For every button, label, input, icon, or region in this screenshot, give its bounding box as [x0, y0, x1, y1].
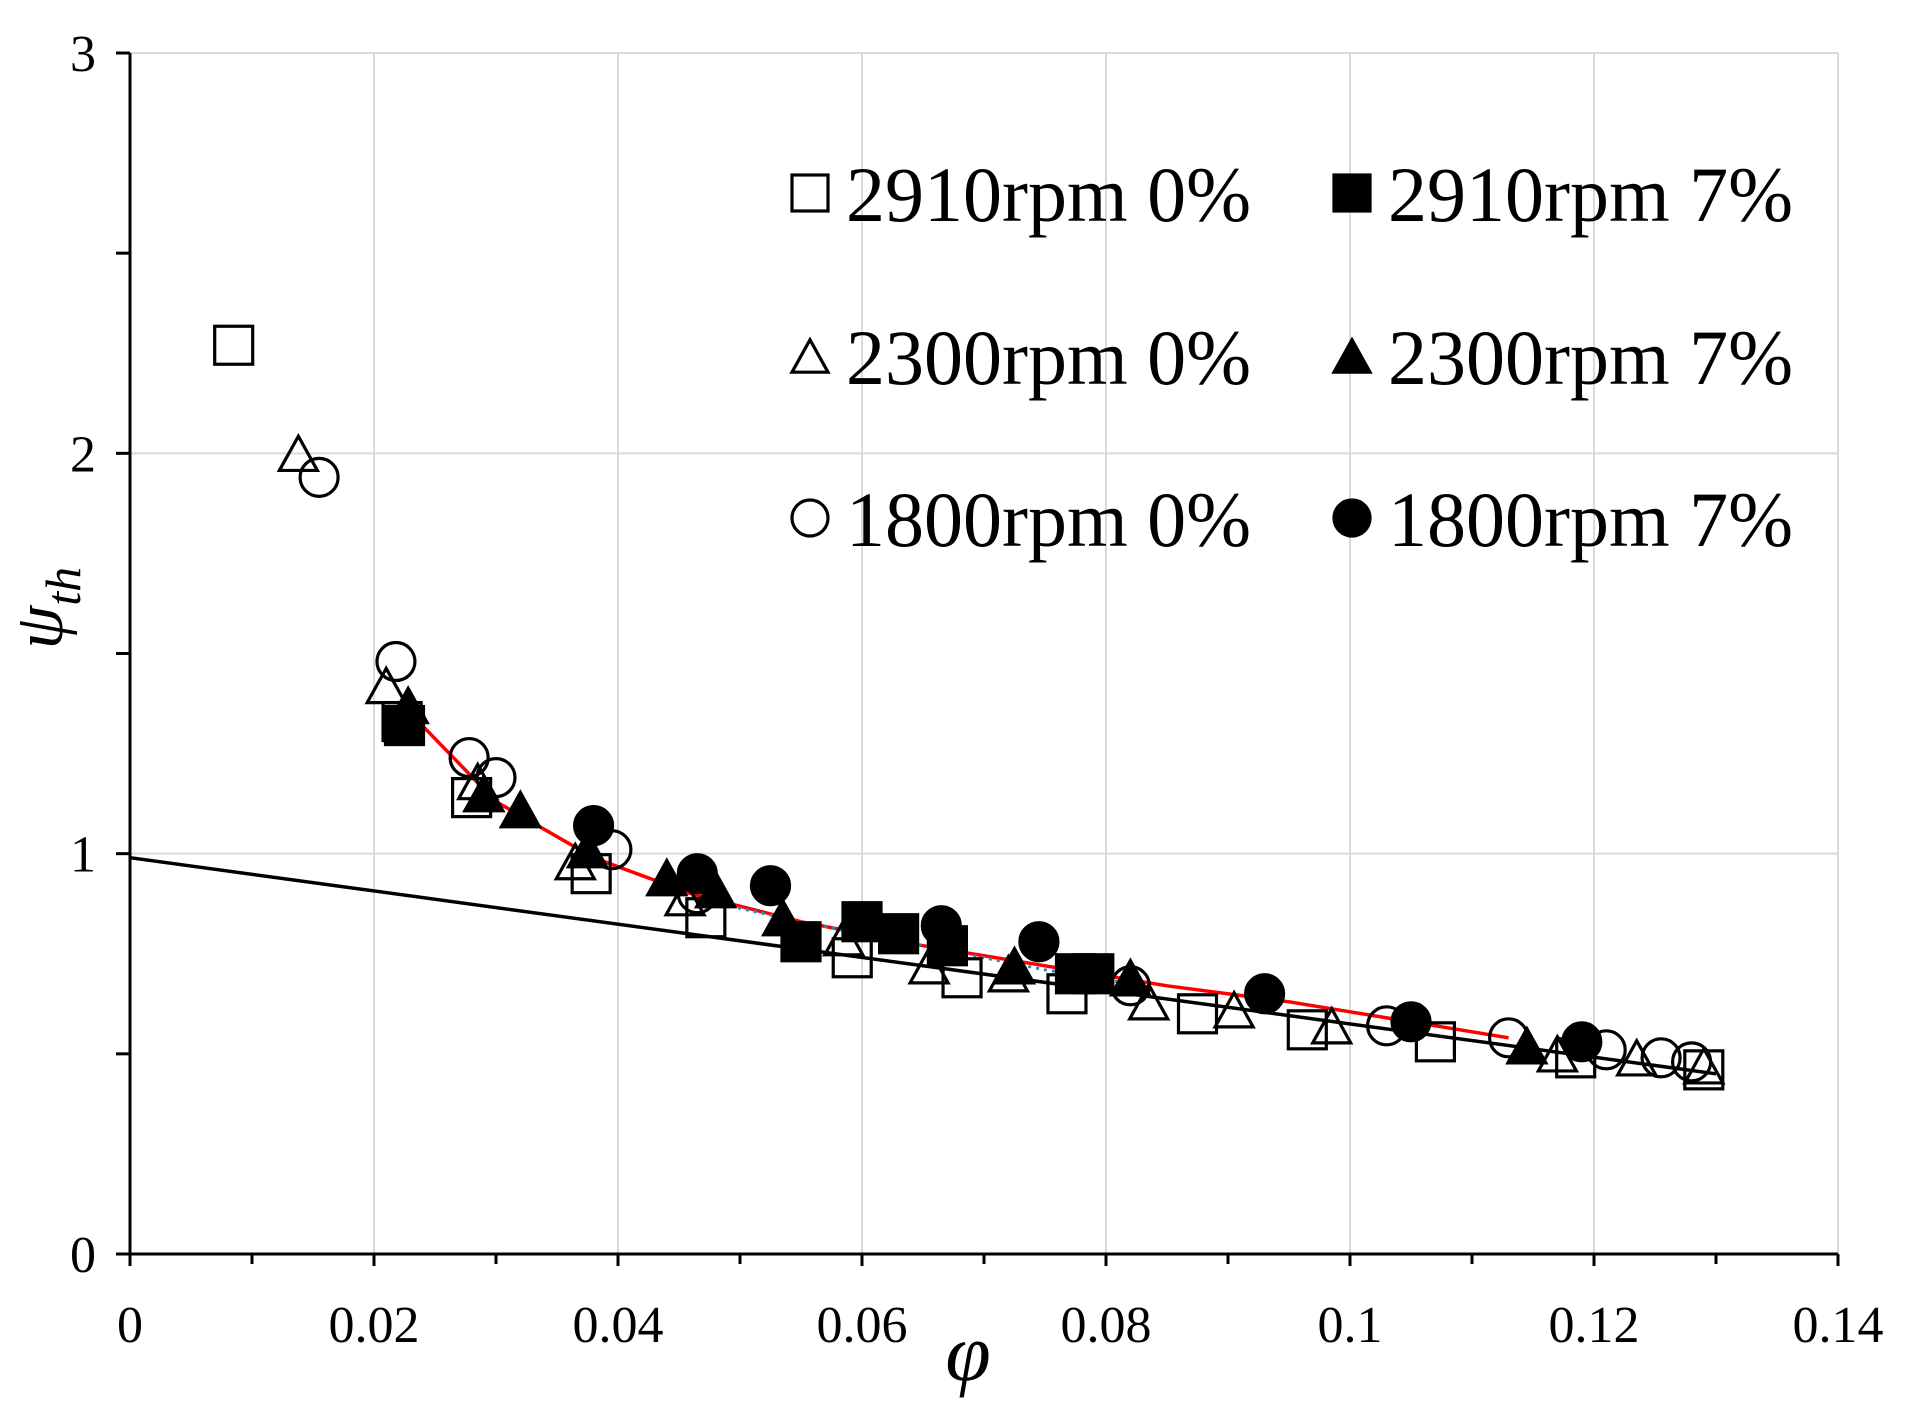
data-point-circle-open: [1670, 1041, 1713, 1083]
data-point-triangle-open: [1682, 1045, 1726, 1085]
data-point-square-filled: [1073, 953, 1115, 995]
data-points: [213, 324, 1726, 1091]
legend-marker-circle-open: [790, 498, 830, 538]
legend-marker-square-open: [790, 173, 830, 213]
data-point-square-open: [1286, 1009, 1328, 1051]
grid: [130, 52, 1839, 1254]
data-point-triangle-open: [364, 665, 408, 705]
data-point-square-filled: [877, 913, 920, 955]
data-point-triangle-filled: [386, 685, 430, 725]
data-point-triangle-open: [276, 432, 321, 473]
red-curve-line: [409, 712, 1509, 1040]
x-tick-label: 0.1: [1318, 1297, 1383, 1354]
data-point-circle-filled: [1243, 973, 1286, 1015]
legend-label: 2300rpm 0%: [846, 314, 1251, 401]
legend-label: 1800rpm 7%: [1388, 476, 1793, 563]
legend-label: 2910rpm 0%: [846, 151, 1251, 238]
data-point-triangle-open: [663, 877, 707, 917]
data-point-circle-filled: [920, 905, 962, 947]
data-point-circle-filled: [1018, 921, 1060, 963]
data-point-circle-open: [1640, 1037, 1682, 1079]
data-point-circle-filled: [1390, 1001, 1432, 1043]
data-point-triangle-filled: [992, 945, 1037, 985]
y-tick-label: 1: [70, 827, 96, 884]
data-point-triangle-open: [821, 917, 866, 957]
legend-marker-square-filled: [1332, 173, 1372, 213]
legend-marker-circle-filled: [1332, 498, 1372, 538]
axis-titles: φ ψth: [1, 567, 991, 1398]
data-point-square-filled: [841, 901, 883, 943]
tick-labels: 0 0.02 0.04 0.06 0.08 0.1 0.12 0.14 0 1 2 3: [70, 26, 1884, 1354]
data-point-circle-filled: [1561, 1021, 1603, 1063]
data-point-circle-open: [375, 640, 417, 683]
data-point-triangle-open: [1309, 1005, 1354, 1045]
legend-label: 2910rpm 7%: [1388, 151, 1793, 238]
legend-marker-triangle-open: [789, 336, 831, 374]
data-point-square-open: [1414, 1021, 1457, 1063]
legend-label: 1800rpm 0%: [846, 476, 1251, 563]
data-point-circle-open: [1487, 1017, 1530, 1059]
x-tick-label: 0.04: [573, 1297, 664, 1354]
y-axis-title-main: ψ: [1, 604, 78, 649]
x-tick-label: 0.02: [329, 1297, 420, 1354]
data-point-circle-open: [1109, 965, 1152, 1007]
linear-fit-line: [129, 855, 1717, 1076]
x-tick-label: 0.06: [817, 1297, 908, 1354]
legend: 2910rpm 0% 2910rpm 7% 2300rpm 0% 2300rpm 7%…: [789, 151, 1793, 563]
data-point-circle-filled: [749, 865, 792, 907]
data-point-triangle-filled: [760, 897, 805, 937]
data-point-triangle-filled: [1108, 957, 1153, 997]
data-point-circle-filled: [572, 805, 615, 847]
data-point-circle-open: [298, 456, 340, 498]
data-point-circle-open: [448, 736, 490, 779]
data-point-triangle-open: [1614, 1037, 1659, 1077]
data-point-triangle-filled: [498, 789, 543, 829]
data-point-triangle-open: [1212, 989, 1256, 1029]
y-axis-title-sub: th: [35, 567, 91, 606]
data-point-square-open: [213, 324, 255, 366]
data-point-triangle-open: [907, 945, 951, 985]
data-point-square-open: [1176, 993, 1219, 1035]
x-tick-label: 0.08: [1061, 1297, 1152, 1354]
x-tick-label: 0.14: [1793, 1297, 1884, 1354]
legend-label: 2300rpm 7%: [1388, 314, 1793, 401]
y-tick-label: 2: [70, 426, 96, 483]
x-tick-label: 0.12: [1549, 1297, 1640, 1354]
y-tick-label: 3: [70, 26, 96, 83]
x-tick-label: 0: [117, 1297, 143, 1354]
data-point-triangle-filled: [565, 829, 610, 869]
axes: [116, 51, 1840, 1266]
data-point-triangle-filled: [645, 857, 689, 897]
y-tick-label: 0: [70, 1227, 96, 1284]
y-axis-title: ψth: [1, 567, 91, 649]
data-point-circle-filled: [676, 853, 718, 895]
data-point-circle-open: [475, 757, 517, 799]
x-axis-title: φ: [945, 1307, 990, 1398]
legend-marker-triangle-filled: [1331, 336, 1373, 374]
